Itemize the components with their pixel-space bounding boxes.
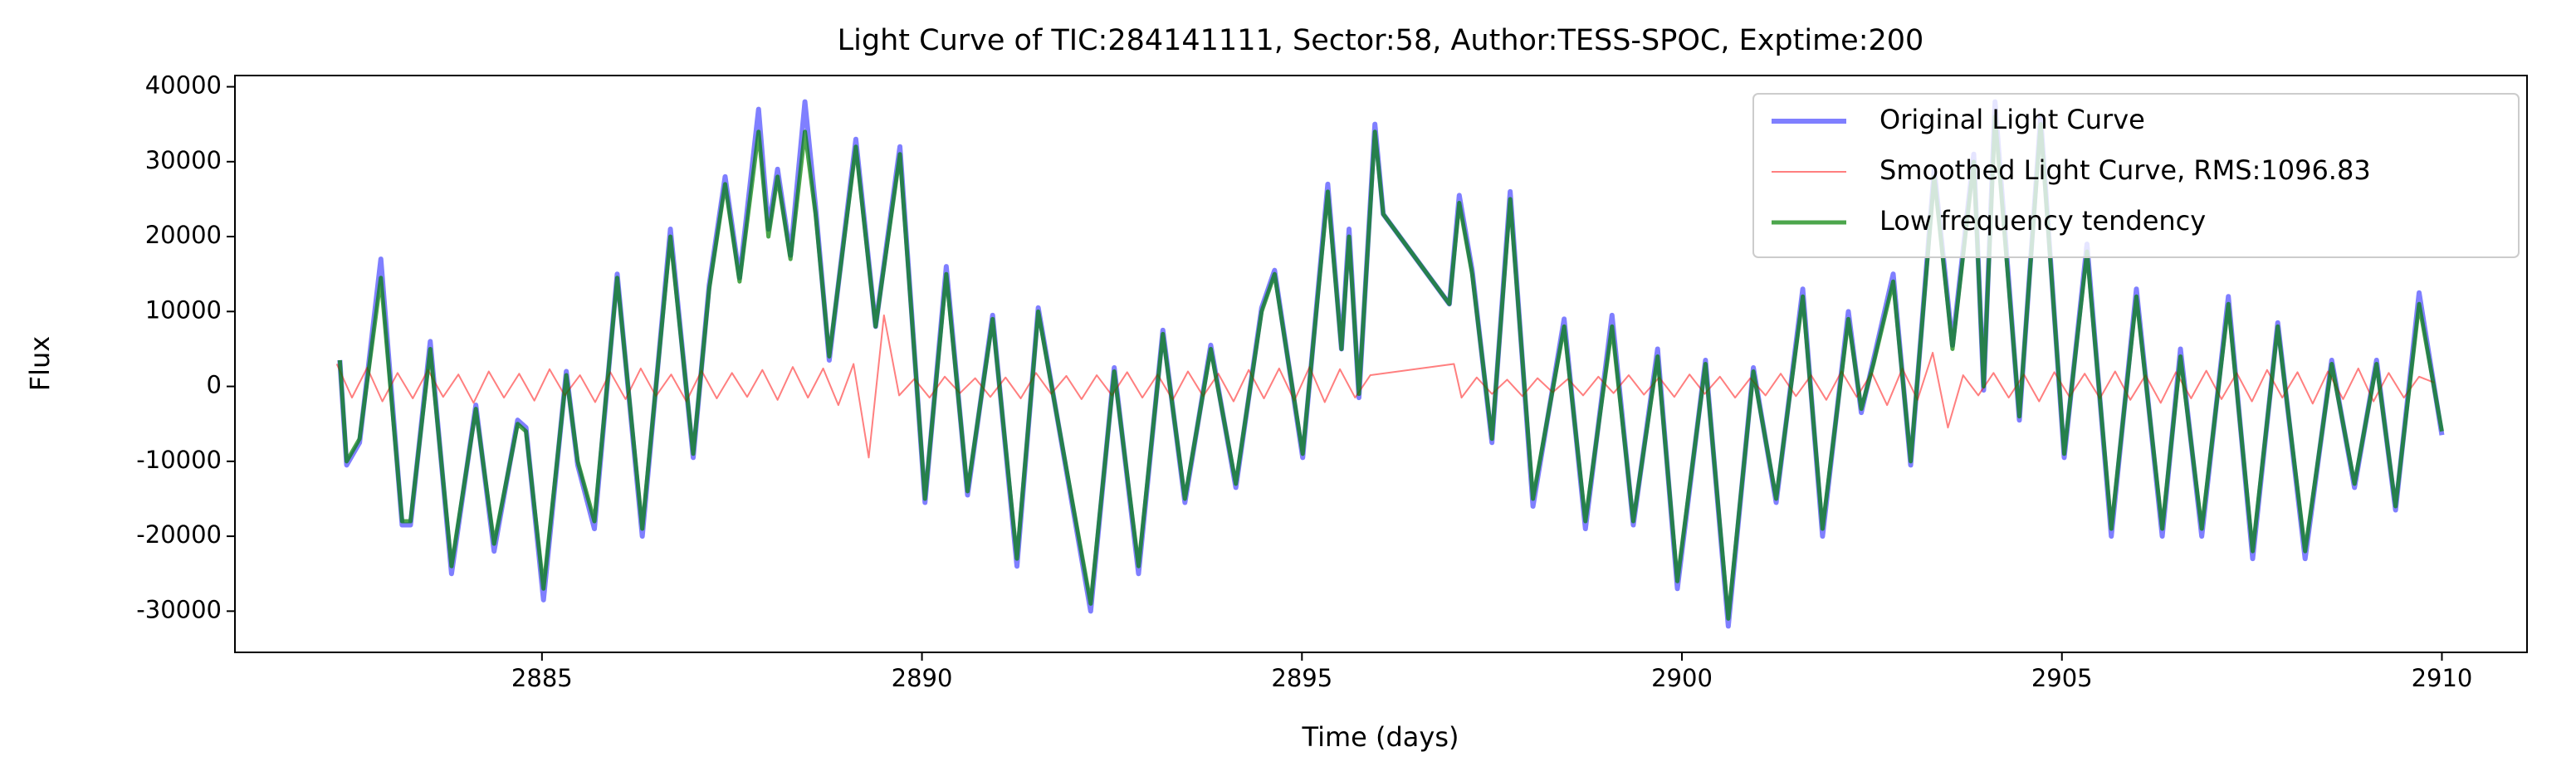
y-tick-label: 40000	[145, 71, 222, 100]
legend-label: Original Light Curve	[1879, 104, 2145, 135]
y-tick-label: 10000	[145, 295, 222, 324]
x-tick-label: 2900	[1651, 664, 1713, 692]
x-tick-label: 2885	[511, 664, 573, 692]
y-tick-label: -30000	[136, 595, 222, 623]
x-axis-label: Time (days)	[1302, 721, 1459, 753]
y-tick-label: 30000	[145, 146, 222, 174]
x-tick-label: 2890	[892, 664, 953, 692]
chart-title: Light Curve of TIC:284141111, Sector:58,…	[838, 24, 1924, 57]
axes-frame	[234, 75, 2528, 653]
y-tick-label: -20000	[136, 520, 222, 549]
x-tick-label: 2910	[2412, 664, 2473, 692]
x-tick-label: 2905	[2031, 664, 2093, 692]
y-tick-label: 20000	[145, 221, 222, 249]
legend: Original Light Curve Smoothed Light Curve…	[1752, 93, 2520, 258]
y-tick-label: 0	[207, 371, 222, 399]
legend-label: Smoothed Light Curve, RMS:1096.83	[1879, 154, 2371, 186]
y-tick-label: -10000	[136, 446, 222, 474]
legend-label: Low frequency tendency	[1879, 205, 2206, 237]
x-tick-label: 2895	[1271, 664, 1332, 692]
legend-frame	[1752, 93, 2520, 258]
y-axis-label: Flux	[24, 336, 56, 392]
data-line	[335, 314, 2435, 459]
